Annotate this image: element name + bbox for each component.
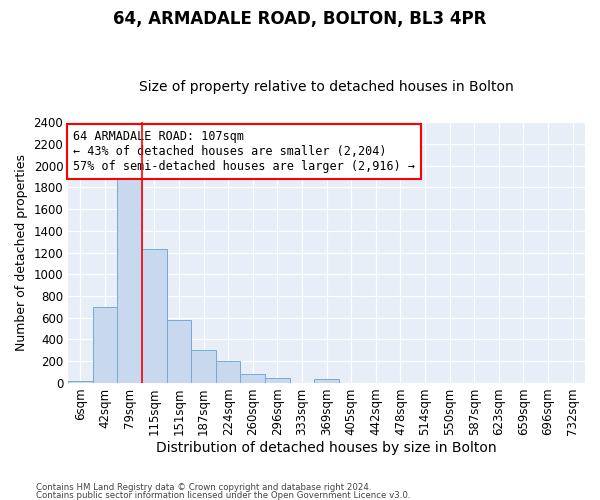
Title: Size of property relative to detached houses in Bolton: Size of property relative to detached ho…	[139, 80, 514, 94]
X-axis label: Distribution of detached houses by size in Bolton: Distribution of detached houses by size …	[156, 441, 497, 455]
Bar	[314, 379, 339, 383]
Bar	[241, 374, 265, 383]
Text: Contains public sector information licensed under the Open Government Licence v3: Contains public sector information licen…	[36, 490, 410, 500]
Bar	[118, 171, 142, 383]
Bar	[68, 381, 93, 383]
Bar	[93, 307, 118, 383]
Text: 64, ARMADALE ROAD, BOLTON, BL3 4PR: 64, ARMADALE ROAD, BOLTON, BL3 4PR	[113, 10, 487, 28]
Bar	[216, 361, 241, 383]
Y-axis label: Number of detached properties: Number of detached properties	[15, 154, 28, 351]
Bar	[142, 249, 167, 383]
Bar	[191, 350, 216, 383]
Text: Contains HM Land Registry data © Crown copyright and database right 2024.: Contains HM Land Registry data © Crown c…	[36, 484, 371, 492]
Bar	[265, 378, 290, 383]
Text: 64 ARMADALE ROAD: 107sqm
← 43% of detached houses are smaller (2,204)
57% of sem: 64 ARMADALE ROAD: 107sqm ← 43% of detach…	[73, 130, 415, 173]
Bar	[167, 320, 191, 383]
